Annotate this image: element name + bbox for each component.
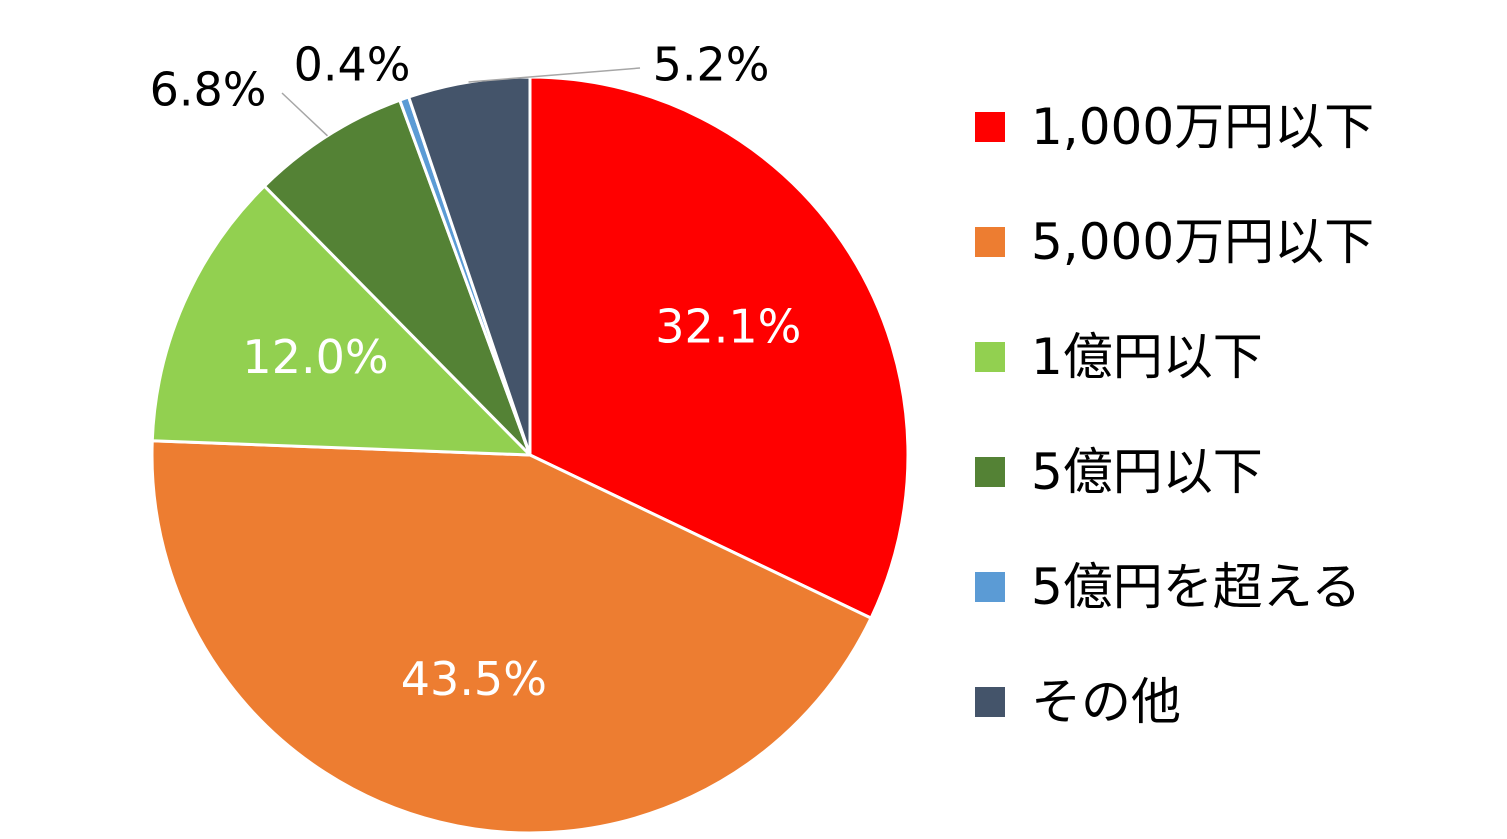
legend: 1,000万円以下 5,000万円以下 1億円以下 5億円以下 5億円を超える … bbox=[975, 98, 1374, 788]
data-label: 6.8% bbox=[150, 63, 267, 117]
leader-lines bbox=[281, 67, 641, 137]
data-label: 0.4% bbox=[294, 38, 411, 92]
legend-label: 5,000万円以下 bbox=[1031, 213, 1375, 271]
pie-slice[interactable] bbox=[528, 75, 910, 621]
pie-slice[interactable] bbox=[150, 439, 874, 835]
legend-swatch bbox=[975, 687, 1005, 717]
leader-line bbox=[281, 92, 328, 137]
pie-slice[interactable] bbox=[150, 183, 534, 457]
legend-label: 1,000万円以下 bbox=[1031, 98, 1375, 156]
data-label: 5.2% bbox=[653, 38, 770, 92]
legend-item-1oku[interactable]: 1億円以下 bbox=[975, 328, 1374, 386]
legend-swatch bbox=[975, 227, 1005, 257]
legend-swatch bbox=[975, 112, 1005, 142]
legend-swatch bbox=[975, 342, 1005, 372]
data-label: 32.1% bbox=[655, 300, 801, 354]
legend-label: その他 bbox=[1031, 673, 1181, 731]
legend-item-5oku[interactable]: 5億円以下 bbox=[975, 443, 1374, 501]
pie-slices bbox=[150, 75, 910, 835]
legend-item-other[interactable]: その他 bbox=[975, 673, 1374, 731]
legend-item-1000man[interactable]: 1,000万円以下 bbox=[975, 98, 1374, 156]
legend-label: 5億円を超える bbox=[1031, 558, 1362, 616]
legend-item-5000man[interactable]: 5,000万円以下 bbox=[975, 213, 1374, 271]
legend-item-over-5oku[interactable]: 5億円を超える bbox=[975, 558, 1374, 616]
legend-swatch bbox=[975, 457, 1005, 487]
pie-slice[interactable] bbox=[262, 98, 532, 457]
data-labels: 32.1% 43.5% 12.0% 6.8% 0.4% 5.2% bbox=[150, 38, 802, 707]
legend-label: 1億円以下 bbox=[1031, 328, 1263, 386]
legend-label: 5億円以下 bbox=[1031, 443, 1263, 501]
legend-swatch bbox=[975, 572, 1005, 602]
data-label: 12.0% bbox=[242, 330, 388, 384]
leader-line bbox=[468, 67, 641, 83]
data-label: 43.5% bbox=[401, 652, 547, 706]
